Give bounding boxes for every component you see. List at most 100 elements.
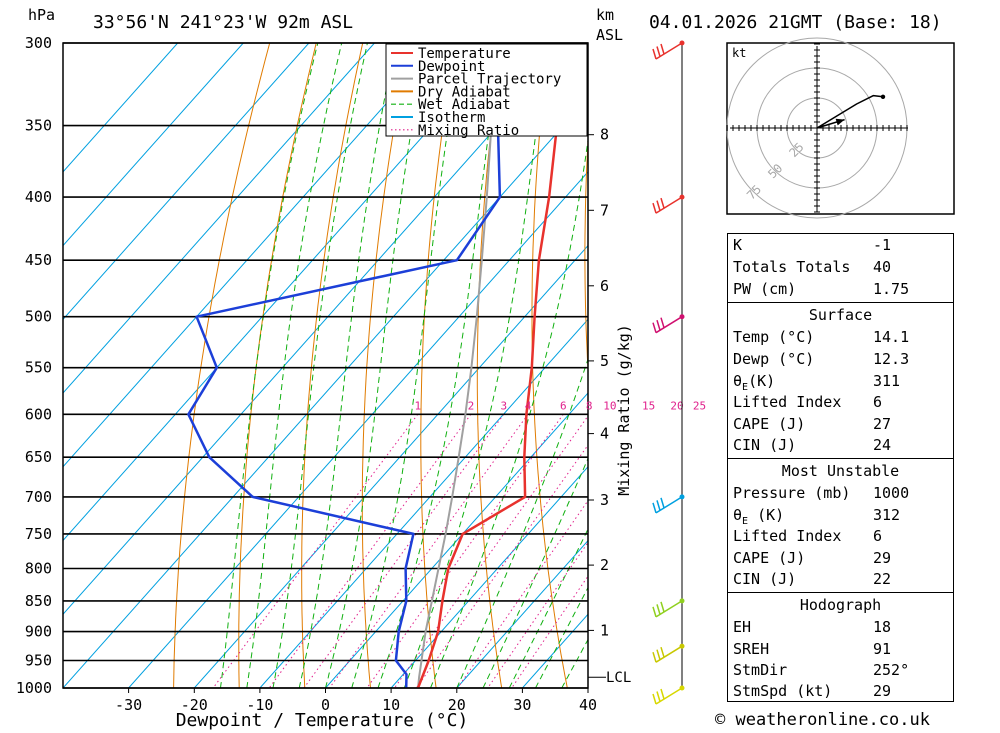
mu-cape-label: CAPE (J): [733, 549, 806, 567]
dry-adiabat-line: [636, 43, 698, 688]
wind-barb-feather: [656, 604, 661, 615]
storm-motion-arrowhead: [835, 118, 845, 126]
wet-adiabat-line: [482, 457, 588, 688]
surface-theta-row: θE(K) 311: [728, 371, 953, 393]
wind-barb-feather: [652, 606, 657, 618]
eh-row: EH 18: [728, 617, 953, 638]
wind-barb-feather: [652, 693, 657, 705]
pw-value: 1.75: [873, 280, 910, 298]
k-index-row: K -1: [728, 235, 953, 256]
sreh-value: 91: [873, 640, 892, 658]
stmspd-value: 29: [873, 682, 892, 700]
wind-barb-feather: [660, 197, 665, 209]
datetime-title: 04.01.2026 21GMT (Base: 18): [649, 12, 942, 33]
stmspd-row: StmSpd (kt) 29: [728, 681, 953, 702]
stmspd-label: StmSpd (kt): [733, 682, 833, 700]
wind-barbs: [652, 40, 685, 705]
pressure-tick-label: 700: [25, 488, 52, 506]
x-axis-label: Dewpoint / Temperature (°C): [176, 710, 469, 731]
temperature-tick-label: 40: [579, 696, 597, 714]
legend-label: Isotherm: [418, 110, 485, 126]
hpa-unit-label: hPa: [28, 6, 55, 24]
separator: [728, 302, 953, 303]
stmdir-value: 252°: [873, 661, 910, 679]
parcel-trajectory-line: [417, 43, 501, 688]
legend-label: Temperature: [418, 46, 511, 62]
wind-barb-feather: [660, 43, 665, 55]
surface-cape-label: CAPE (J): [733, 415, 806, 433]
isotherm-line: [193, 244, 588, 688]
wind-barb-feather: [660, 601, 665, 613]
wind-barb-feather: [656, 649, 661, 660]
stmdir-label: StmDir: [733, 661, 788, 679]
lcl-label: LCL: [606, 670, 631, 686]
mixing-ratio-tick-label: 25: [693, 399, 706, 412]
wind-barb-feather: [652, 502, 657, 514]
wind-barb-feather: [652, 322, 657, 333]
mixing-ratio-tick-label: 6: [560, 399, 567, 412]
eh-label: EH: [733, 618, 752, 636]
wind-barb-feather: [656, 691, 661, 702]
altitude-km-axis: 8 7 6 5 4 3 2 1 LCL: [588, 126, 631, 686]
legend-label: Parcel Trajectory: [418, 72, 561, 88]
pressure-tick-label: 550: [25, 359, 52, 377]
temperature-axis: -30 -20 -10 0 10 20 30 40: [115, 688, 597, 714]
plot-frame: [62, 42, 589, 689]
pressure-tick-label: 350: [25, 117, 52, 135]
wet-adiabat-line: [403, 43, 549, 688]
sreh-label: SREH: [733, 640, 770, 658]
temperature-tick-label: -30: [115, 696, 142, 714]
wind-barb-feather: [660, 497, 665, 509]
surface-li-row: Lifted Index 6: [728, 392, 953, 413]
wet-adiabat-line: [508, 527, 588, 688]
mixing-ratio-tick-label: 2: [468, 399, 475, 412]
pressure-tick-label: 400: [25, 188, 52, 206]
wind-barb-feather: [652, 48, 657, 60]
km-tick-label: 2: [600, 556, 609, 574]
mu-cape-value: 29: [873, 549, 892, 567]
temperature-line: [416, 43, 580, 688]
pressure-tick-label: 950: [25, 652, 52, 670]
legend-label: Dry Adiabat: [418, 84, 511, 100]
km-tick-label: 1: [600, 621, 609, 639]
wind-barb-staff: [655, 496, 683, 514]
dry-adiabat-line: [420, 43, 457, 688]
mu-cin-value: 22: [873, 570, 892, 588]
mu-theta-value: 312: [873, 506, 901, 524]
pressure-tick-label: 450: [25, 251, 52, 269]
wind-barb-staff: [655, 600, 683, 618]
isotherm-line: [63, 43, 244, 247]
wind-barb-feather: [656, 500, 661, 511]
wind-barb-feather: [660, 688, 665, 700]
mixing-ratio-tick-label: 10: [603, 399, 616, 412]
mu-cin-label: CIN (J): [733, 570, 797, 588]
km-tick-label: 8: [600, 126, 609, 144]
pressure-tick-label: 650: [25, 448, 52, 466]
legend-label: Dewpoint: [418, 59, 485, 75]
mixing-ratio-line: [487, 541, 588, 688]
pw-row: PW (cm) 1.75: [728, 279, 953, 300]
temperature-tick-label: 30: [513, 696, 531, 714]
surface-cin-label: CIN (J): [733, 436, 797, 454]
mixing-ratio-tick-label: 15: [642, 399, 655, 412]
mu-li-label: Lifted Index: [733, 527, 842, 545]
mu-li-row: Lifted Index 6: [728, 526, 953, 547]
mixing-ratio-line: [329, 414, 529, 688]
mixing-ratio-tick-label: 1: [414, 399, 421, 412]
surface-li-label: Lifted Index: [733, 393, 842, 411]
mixing-ratio-axis-label: Mixing Ratio (g/kg): [615, 324, 633, 496]
k-index-label: K: [733, 236, 743, 254]
mixing-ratio-line: [511, 575, 588, 688]
mixing-ratio-labels: 1 2 3 4 6 8 10 15 20 25: [414, 399, 706, 412]
surface-temp-value: 14.1: [873, 328, 910, 346]
wind-barb-feather: [652, 202, 657, 214]
mu-cape-row: CAPE (J) 29: [728, 548, 953, 569]
pressure-tick-label: 300: [25, 34, 52, 52]
asl-unit-label: ASL: [596, 26, 623, 44]
mixing-ratio-tick-label: 8: [586, 399, 593, 412]
surface-cape-row: CAPE (J) 27: [728, 414, 953, 435]
k-index-value: -1: [873, 236, 892, 254]
isotherm-line: [63, 43, 310, 321]
separator: [728, 458, 953, 459]
